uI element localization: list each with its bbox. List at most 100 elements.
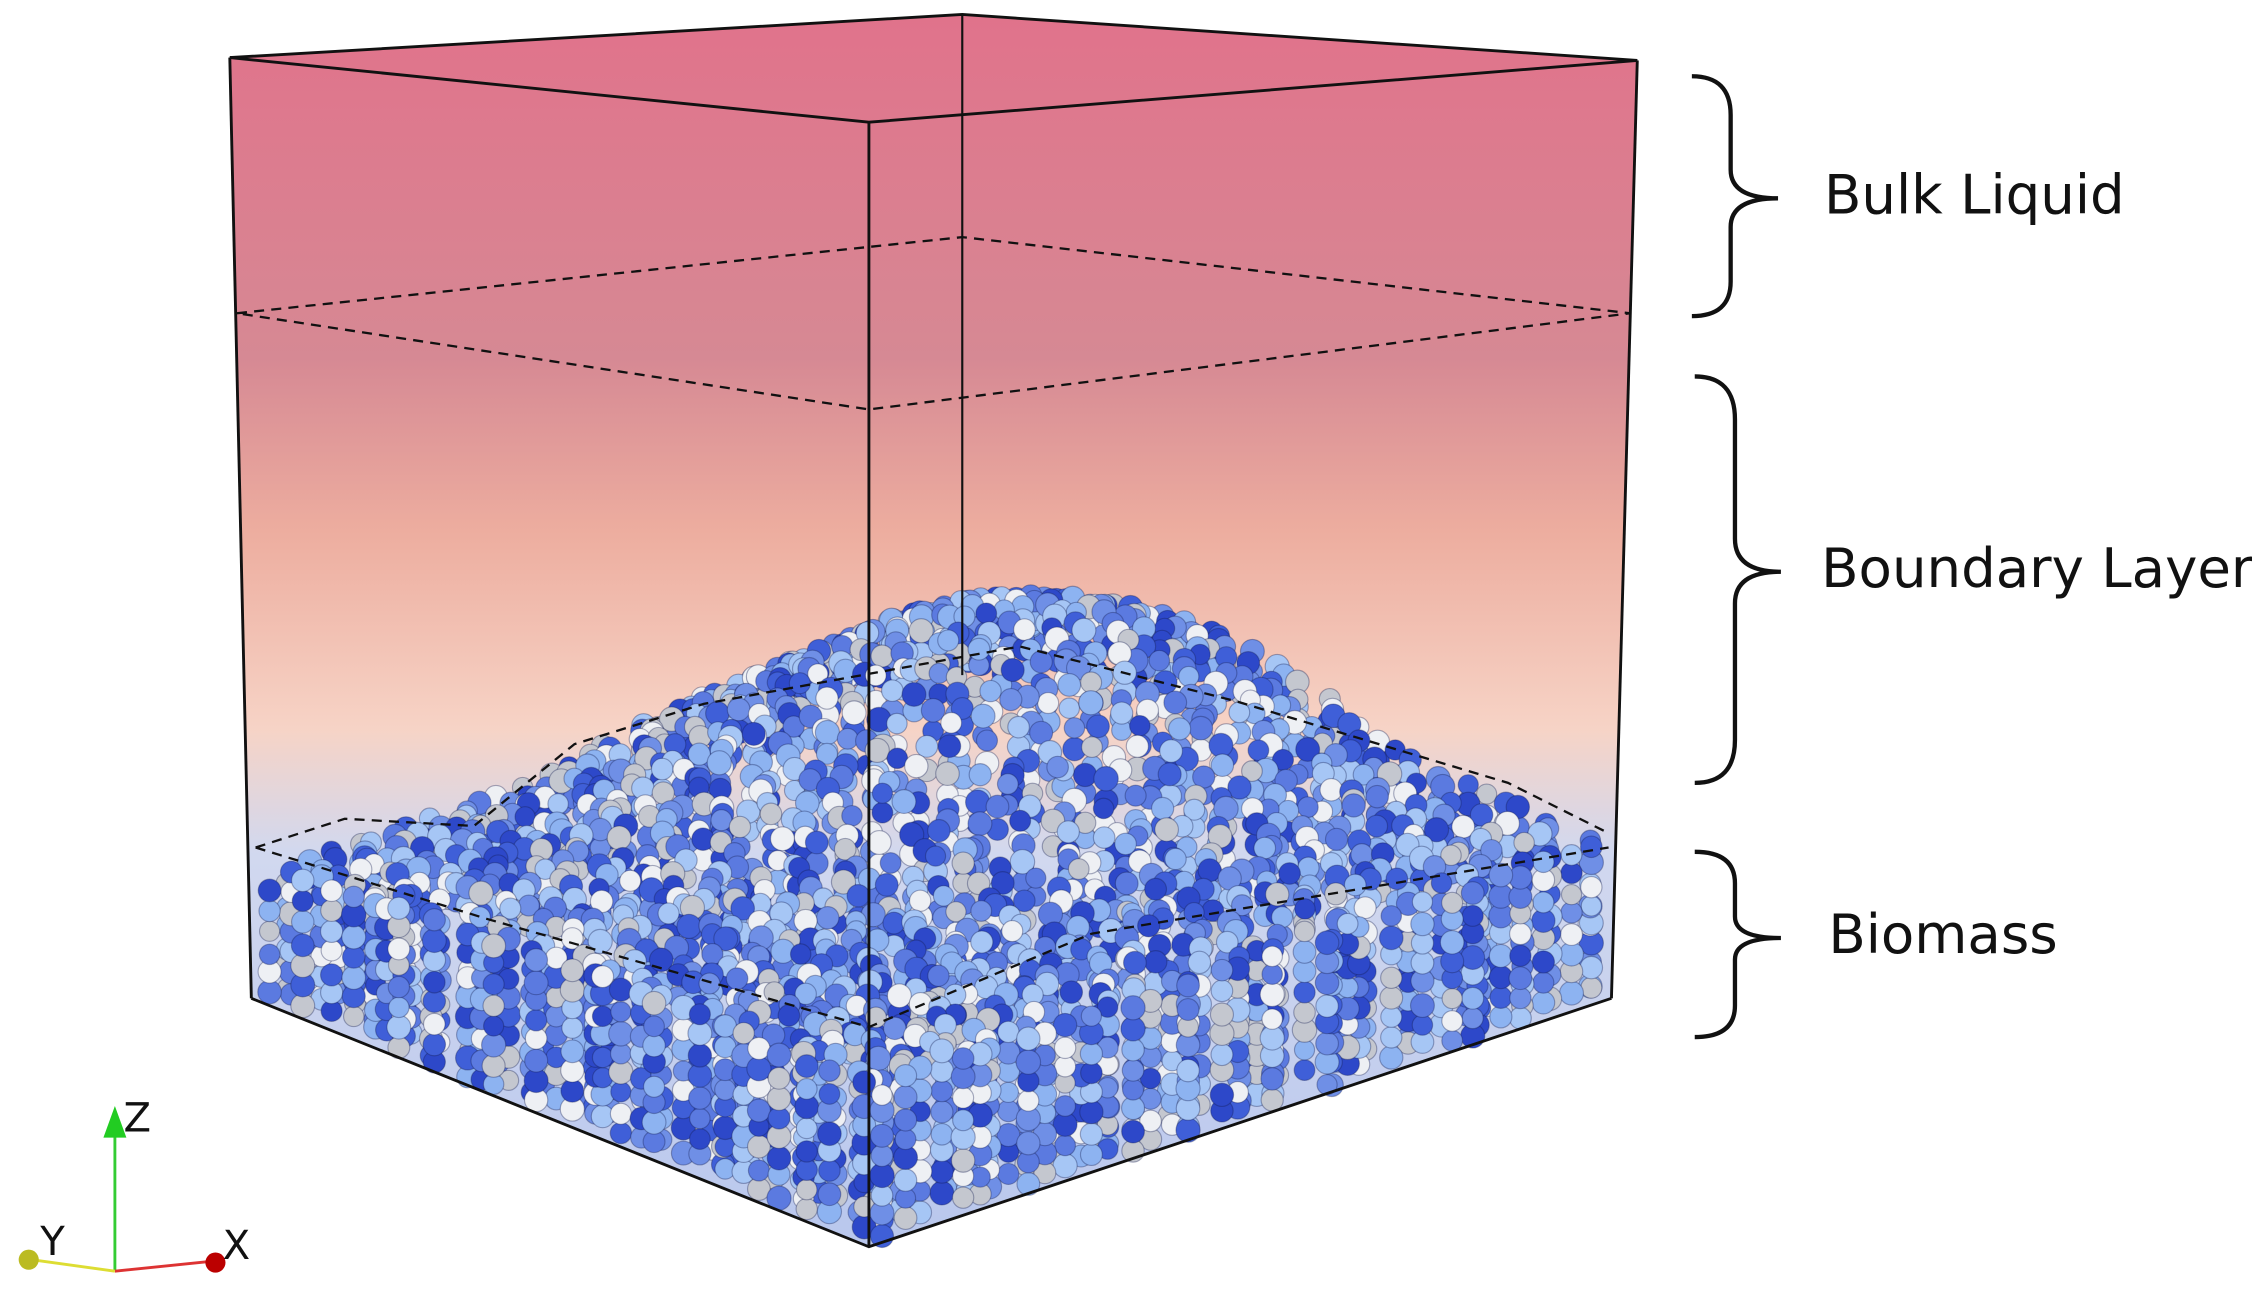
particle bbox=[1294, 982, 1315, 1003]
particle bbox=[1442, 892, 1463, 913]
particle bbox=[321, 920, 343, 942]
particle bbox=[971, 901, 992, 922]
particle bbox=[483, 974, 504, 995]
particle bbox=[747, 1099, 770, 1122]
particle bbox=[796, 1118, 817, 1139]
particle bbox=[644, 1076, 665, 1097]
particle bbox=[1532, 951, 1554, 973]
particle bbox=[1344, 874, 1366, 896]
particle bbox=[690, 1129, 711, 1150]
particle bbox=[872, 1085, 892, 1105]
particle bbox=[1072, 618, 1096, 642]
particle bbox=[610, 1103, 631, 1124]
particle bbox=[1115, 833, 1137, 855]
particle bbox=[818, 1183, 841, 1206]
particle bbox=[1581, 977, 1602, 998]
particle bbox=[1337, 913, 1358, 934]
particle bbox=[805, 831, 828, 854]
particle bbox=[936, 762, 960, 786]
particle bbox=[1261, 1068, 1283, 1090]
particle bbox=[952, 852, 974, 874]
particle bbox=[658, 903, 679, 924]
particle bbox=[1094, 767, 1118, 791]
particle bbox=[562, 1017, 583, 1038]
particle bbox=[1412, 892, 1432, 912]
particle bbox=[483, 995, 504, 1016]
particle bbox=[1138, 915, 1160, 937]
particle bbox=[767, 1043, 791, 1067]
particle bbox=[971, 704, 995, 728]
particle bbox=[1380, 986, 1403, 1009]
particle bbox=[952, 1048, 974, 1070]
particle bbox=[561, 959, 584, 982]
particle bbox=[1461, 882, 1484, 905]
particle bbox=[1366, 785, 1388, 807]
particle bbox=[894, 1086, 917, 1109]
label: Bulk Liquid bbox=[1824, 162, 2125, 226]
particle bbox=[905, 754, 928, 777]
particle bbox=[1152, 797, 1174, 819]
particle bbox=[1179, 666, 1199, 686]
particle bbox=[1038, 693, 1059, 714]
particle bbox=[1442, 1011, 1463, 1032]
particle bbox=[929, 663, 949, 683]
particle bbox=[689, 1004, 710, 1025]
particle bbox=[611, 1002, 631, 1022]
particle bbox=[1016, 1050, 1040, 1074]
particle bbox=[986, 795, 1009, 818]
particle bbox=[1381, 906, 1401, 926]
particle bbox=[424, 1013, 446, 1035]
particle bbox=[789, 673, 810, 694]
particle bbox=[689, 1087, 711, 1109]
particle bbox=[342, 966, 366, 990]
particle bbox=[1262, 1009, 1282, 1029]
particle bbox=[1124, 951, 1147, 974]
particle bbox=[422, 929, 446, 953]
particle bbox=[1123, 1079, 1144, 1100]
particle bbox=[258, 879, 281, 902]
particle bbox=[1160, 740, 1183, 763]
particle bbox=[916, 735, 938, 757]
particle bbox=[592, 1047, 612, 1067]
particle bbox=[1111, 702, 1133, 724]
particle bbox=[1018, 1090, 1039, 1111]
particle bbox=[1121, 1017, 1145, 1041]
particle bbox=[1533, 972, 1554, 993]
particle bbox=[796, 1141, 817, 1162]
particle bbox=[342, 925, 366, 949]
particle bbox=[953, 1187, 974, 1208]
particle bbox=[1366, 815, 1388, 837]
particle bbox=[902, 682, 926, 706]
particle bbox=[1461, 946, 1485, 970]
particle bbox=[1073, 763, 1096, 786]
particle bbox=[642, 991, 666, 1015]
particle bbox=[847, 885, 869, 907]
particle bbox=[1260, 982, 1284, 1006]
particle bbox=[980, 680, 1001, 701]
particle bbox=[258, 980, 282, 1004]
particle bbox=[715, 1079, 736, 1100]
particle bbox=[938, 630, 959, 651]
particle bbox=[894, 1169, 916, 1191]
particle bbox=[259, 944, 279, 964]
particle bbox=[1381, 1027, 1402, 1048]
particle bbox=[931, 1080, 953, 1102]
particle bbox=[1297, 797, 1318, 818]
particle bbox=[548, 794, 568, 814]
particle bbox=[620, 870, 641, 891]
particle bbox=[1581, 896, 1601, 916]
particle bbox=[1315, 931, 1339, 955]
particle bbox=[1581, 877, 1602, 898]
particle bbox=[930, 1181, 954, 1205]
particle bbox=[1342, 794, 1365, 817]
particle bbox=[711, 810, 732, 831]
particle bbox=[998, 1021, 1019, 1042]
particle bbox=[966, 790, 990, 814]
particle bbox=[291, 934, 314, 957]
particle bbox=[1125, 785, 1146, 806]
particle bbox=[1080, 1144, 1102, 1166]
diagram: Bulk Liquid Boundary Layer Biomass Z Y X bbox=[0, 0, 2252, 1290]
particle bbox=[561, 1040, 584, 1063]
particle bbox=[1057, 821, 1079, 843]
particle bbox=[1164, 691, 1187, 714]
